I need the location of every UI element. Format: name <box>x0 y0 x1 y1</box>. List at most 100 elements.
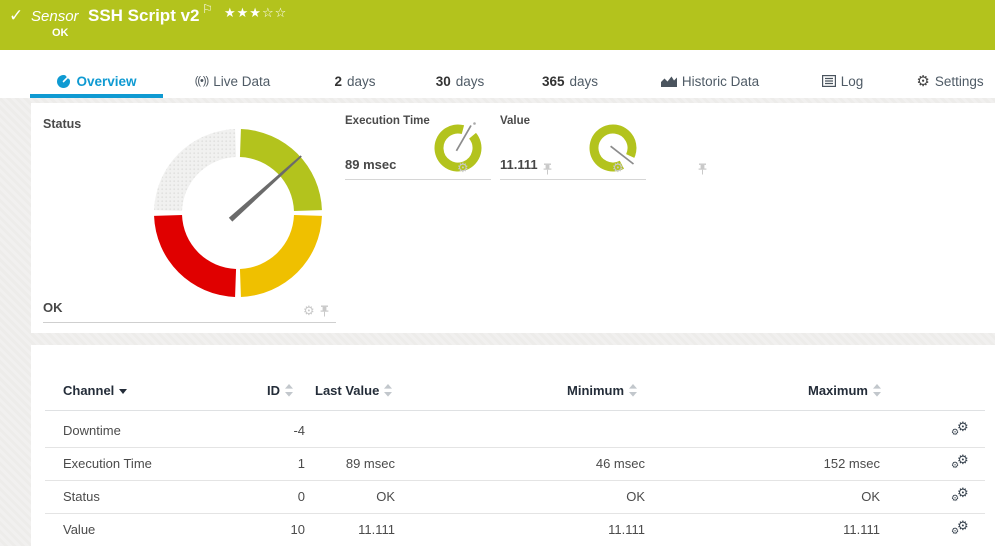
column-header-maximum[interactable]: Maximum <box>808 383 881 398</box>
execution-time-gauge-title: Execution Time <box>345 115 430 127</box>
channel-minimum: OK <box>626 489 645 504</box>
channel-settings-button[interactable]: ⚙ ⚙ <box>950 514 976 546</box>
tab-overview[interactable]: Overview <box>30 64 163 98</box>
column-header-channel[interactable]: Channel <box>63 383 128 398</box>
sort-arrows-icon <box>384 384 393 397</box>
column-label: Maximum <box>808 383 868 398</box>
channels-panel: Channel ID Last Value Minimum Maximum <box>31 345 995 546</box>
value-gauge-card: Value 11.111 ⚙ <box>500 115 707 183</box>
gauge-settings-icon[interactable]: ⚙ <box>612 160 624 175</box>
tab-label: days <box>569 73 599 89</box>
value-gauge-title: Value <box>500 115 531 127</box>
tab-label-strong: 2 <box>334 73 342 89</box>
tab-label: Log <box>840 73 864 89</box>
channel-maximum: 152 msec <box>823 456 880 471</box>
channel-minimum: 46 msec <box>595 456 645 471</box>
value-gauge-value: 11.111 <box>500 157 538 172</box>
divider <box>345 179 491 180</box>
tab-label: Live Data <box>213 73 271 89</box>
divider <box>500 179 646 180</box>
gauge-needle <box>610 145 635 165</box>
pin-icon[interactable] <box>320 305 329 317</box>
column-header-last-value[interactable]: Last Value <box>315 383 393 398</box>
status-gauge-value: OK <box>43 300 63 315</box>
table-row-execution-time: Execution Time 1 89 msec 46 msec 152 mse… <box>45 448 985 481</box>
channel-minimum: 11.111 <box>608 522 645 537</box>
value-gauge[interactable] <box>586 117 646 177</box>
sensor-title: SSH Script v2 <box>88 6 200 25</box>
tab-live-data[interactable]: ((•)) Live Data <box>180 64 285 98</box>
tab-label: Settings <box>934 73 984 89</box>
tab-historic-data[interactable]: Historic Data <box>645 64 775 98</box>
status-gauge-yellow-segment <box>239 214 322 297</box>
column-header-id[interactable]: ID <box>267 383 293 398</box>
status-gauge-red-segment <box>154 214 237 297</box>
gauge-icon <box>56 73 72 89</box>
status-gauge-green-segment <box>239 129 322 212</box>
log-icon <box>821 75 836 87</box>
table-row-value: Value 10 11.111 11.111 11.111 ⚙ ⚙ <box>45 514 985 546</box>
divider <box>43 322 336 323</box>
table-row-status: Status 0 OK OK OK ⚙ ⚙ <box>45 481 985 514</box>
channel-name: Status <box>63 489 100 504</box>
tab-label: days <box>455 73 485 89</box>
column-label: Channel <box>63 383 115 398</box>
channel-name: Value <box>63 522 96 537</box>
channel-id: 1 <box>297 456 305 471</box>
sort-desc-icon <box>119 389 128 394</box>
tab-settings[interactable]: ⚙ Settings <box>905 64 995 98</box>
channel-id: 0 <box>297 489 305 504</box>
tab-log[interactable]: Log <box>810 64 875 98</box>
channel-last-value: OK <box>376 489 395 504</box>
gauge-settings-icon[interactable]: ⚙ <box>303 303 315 318</box>
live-data-icon: ((•)) <box>194 75 209 87</box>
tab-2-days[interactable]: 2 days <box>320 64 390 98</box>
tab-label: Overview <box>76 73 137 89</box>
channel-settings-button[interactable]: ⚙ ⚙ <box>950 448 976 480</box>
tab-bar: Overview ((•)) Live Data 2 days 30 days … <box>0 50 995 98</box>
value-gauge-actions: ⚙ <box>612 160 707 175</box>
status-gauge[interactable] <box>153 128 323 298</box>
channel-name: Execution Time <box>63 456 152 471</box>
channel-settings-button[interactable]: ⚙ ⚙ <box>950 481 976 513</box>
execution-time-gauge-value: 89 msec <box>345 157 397 172</box>
tab-label: Historic Data <box>681 73 760 89</box>
channel-settings-icon: ⚙ ⚙ <box>951 419 969 437</box>
column-label: ID <box>267 383 280 398</box>
channel-maximum: 11.111 <box>843 522 880 537</box>
column-label: Minimum <box>567 383 625 398</box>
gauge-peak-dot <box>473 122 476 125</box>
gauge-settings-icon[interactable]: ⚙ <box>457 160 469 175</box>
tab-30-days[interactable]: 30 days <box>425 64 495 98</box>
channel-settings-button[interactable]: ⚙ ⚙ <box>950 415 976 447</box>
gear-icon: ⚙ <box>916 72 930 90</box>
channel-settings-icon: ⚙ ⚙ <box>951 452 969 470</box>
execution-time-gauge[interactable] <box>431 117 491 177</box>
tab-label-strong: 365 <box>541 73 565 89</box>
channel-id: -4 <box>293 423 305 438</box>
channel-last-value: 89 msec <box>345 456 395 471</box>
table-row-downtime: Downtime -4 ⚙ ⚙ <box>45 415 985 448</box>
column-header-minimum[interactable]: Minimum <box>567 383 638 398</box>
channel-settings-icon: ⚙ ⚙ <box>951 485 969 503</box>
status-gauge-title: Status <box>43 117 82 131</box>
channel-last-value: 11.111 <box>358 522 395 537</box>
area-chart-icon <box>660 75 677 87</box>
status-gauge-needle <box>228 155 302 222</box>
tab-365-days[interactable]: 365 days <box>530 64 610 98</box>
status-gauge-actions: ⚙ <box>303 304 329 317</box>
sort-arrows-icon <box>872 384 881 397</box>
pin-icon[interactable] <box>543 163 552 175</box>
tab-label-strong: 30 <box>435 73 451 89</box>
sensor-status-text: OK <box>52 27 69 39</box>
pin-icon[interactable] <box>698 163 707 175</box>
object-kind-label: Sensor <box>31 8 79 25</box>
content-area: Status OK ⚙ <box>0 98 995 546</box>
table-header-divider <box>45 410 985 411</box>
channel-name: Downtime <box>63 423 121 438</box>
sort-arrows-icon <box>629 384 638 397</box>
flag-icon[interactable]: ⚐ <box>202 2 213 16</box>
channel-settings-icon: ⚙ ⚙ <box>951 518 969 536</box>
priority-stars[interactable]: ★★★☆☆ <box>224 5 288 20</box>
